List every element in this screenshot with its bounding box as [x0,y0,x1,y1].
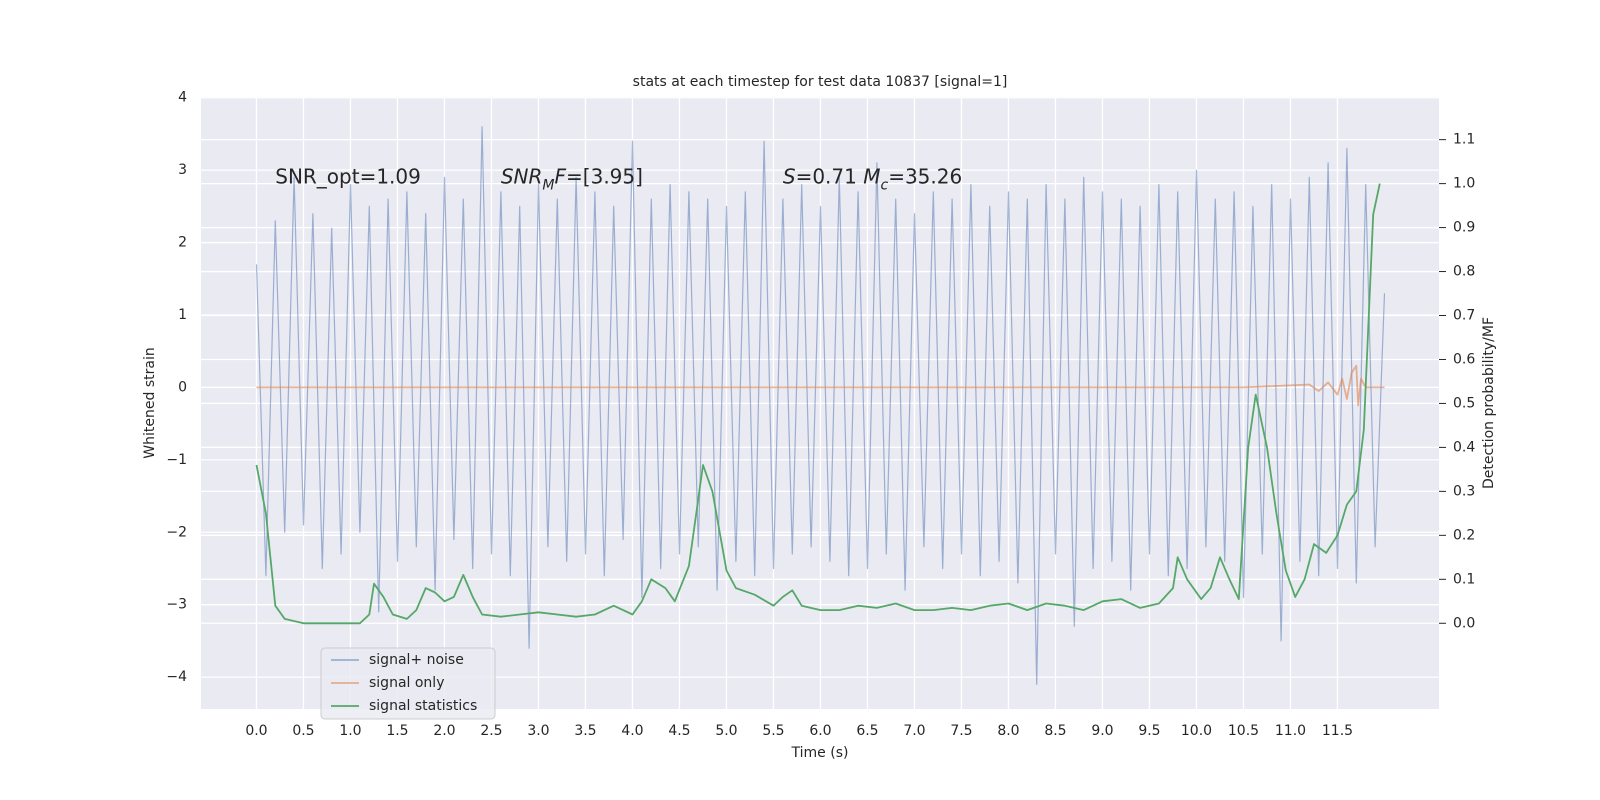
series-line [256,364,1385,407]
annotation-part: =35.26 [888,164,962,188]
y2-tick-label: 0.2 [1453,527,1475,543]
annotation-part: M [542,177,554,193]
y2-tick-label: 0.7 [1453,308,1475,324]
series-line [255,183,1381,625]
x-tick-label: 10.0 [1181,723,1212,739]
annotation: SNR_opt=1.09 [275,164,421,188]
legend-box [320,647,496,720]
x-tick-label: 8.0 [997,723,1019,739]
x-tick-label: 2.0 [433,723,455,739]
x-tick-label: 9.0 [1091,723,1113,739]
x-tick-label: 1.5 [386,723,408,739]
y-tick-label: −4 [166,669,187,685]
x-tick-label: 3.0 [527,723,549,739]
annotation: SNRMF=[3.95] [501,164,643,194]
y2-tick-label: 0.3 [1453,483,1475,499]
x-axis-label: Time (s) [791,745,849,761]
x-tick-label: 7.0 [903,723,925,739]
x-tick-label: 5.0 [715,723,737,739]
y2-tick-label: 0.4 [1453,439,1475,455]
x-tick-label: 7.5 [950,723,972,739]
annotation-part: S [783,164,796,188]
y-tick-label: −3 [166,597,187,613]
y-tick-label: 3 [178,162,187,178]
y2-tick-label: 0.9 [1453,220,1475,236]
y-tick-label: −1 [166,452,187,468]
x-tick-label: 6.0 [809,723,831,739]
series-line [255,126,1386,685]
x-tick-label: 11.0 [1275,723,1306,739]
x-tick-label: 3.5 [574,723,596,739]
y2-tick-label: 0.0 [1453,615,1475,631]
annotation-part: M [863,164,880,188]
y-tick-label: 2 [178,235,187,251]
y-axis-label: Whitened strain [142,347,158,458]
x-tick-label: 5.5 [762,723,784,739]
x-tick-label: 1.0 [339,723,361,739]
x-tick-label: 11.5 [1322,723,1353,739]
annotation: S=0.71 Mc=35.26 [783,164,962,194]
legend-label: signal only [369,675,444,691]
y2-tick-label: 0.1 [1453,571,1475,587]
y2-tick-label: 1.0 [1453,176,1475,192]
x-tick-label: 4.5 [668,723,690,739]
x-tick-label: 9.5 [1138,723,1160,739]
y2-tick-label: 1.1 [1453,132,1475,148]
annotation-part: c [880,177,888,193]
annotation-part: SNR [501,164,543,188]
x-tick-label: 0.0 [245,723,267,739]
annotation-part: F [555,164,567,188]
annotation-part: SNR_opt=1.09 [275,164,421,188]
chart-title: stats at each timestep for test data 108… [633,74,1008,90]
x-tick-label: 6.5 [856,723,878,739]
y2-tick-label: 0.6 [1453,351,1475,367]
y2-tick-label: 0.5 [1453,395,1475,411]
y2-tick-label: 0.8 [1453,264,1475,280]
y-tick-label: 1 [178,307,187,323]
annotation-part: =[3.95] [566,164,643,188]
annotation-part: =0.71 [796,164,864,188]
x-tick-label: 8.5 [1044,723,1066,739]
legend-label: signal statistics [369,698,477,714]
x-tick-label: 10.5 [1228,723,1259,739]
x-tick-label: 2.5 [480,723,502,739]
x-tick-label: 0.5 [292,723,314,739]
y-tick-label: 4 [178,90,187,106]
legend-label: signal+ noise [369,652,464,668]
y2-axis-label: Detection probability/MF [1481,317,1497,489]
y-tick-label: 0 [178,379,187,395]
y-tick-label: −2 [166,524,187,540]
x-tick-label: 4.0 [621,723,643,739]
